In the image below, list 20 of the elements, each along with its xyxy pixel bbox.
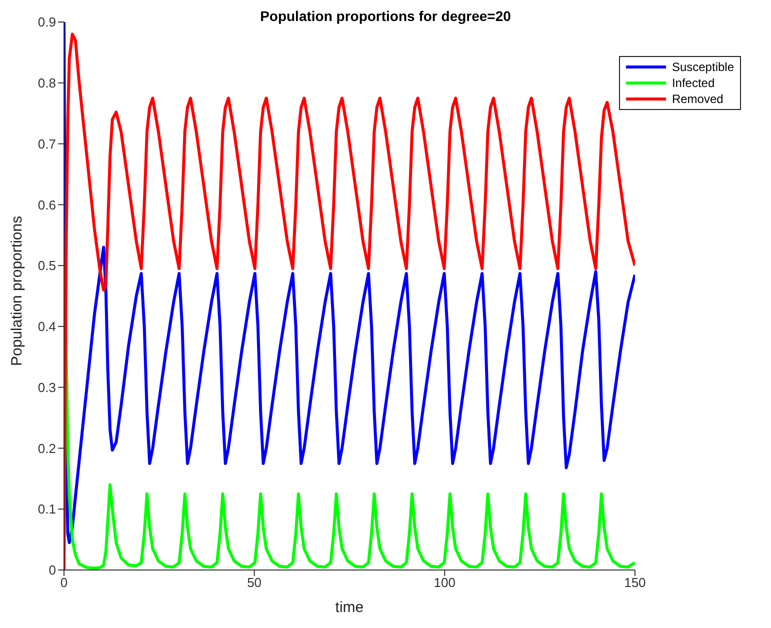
x-axis-title: time — [335, 599, 364, 616]
legend-label: Susceptible — [672, 59, 734, 75]
y-tick-label: 0.1 — [38, 502, 56, 517]
y-axis-title: Population proportions — [8, 216, 26, 366]
x-tick-label: 100 — [434, 575, 456, 590]
y-tick-label: 0.3 — [38, 380, 56, 395]
y-tick-label: 0 — [48, 562, 56, 578]
x-tick-label: 0 — [60, 575, 68, 590]
legend-label: Infected — [672, 75, 715, 91]
x-tick-label: 150 — [624, 575, 646, 590]
y-tick-label: 0.8 — [38, 76, 56, 91]
y-tick-label: 0.7 — [38, 136, 56, 152]
y-tick-label: 0.6 — [38, 197, 56, 212]
y-tick-label: 0.9 — [38, 14, 56, 30]
y-tick-label: 0.5 — [38, 258, 56, 274]
y-tick-label: 0.2 — [38, 440, 56, 456]
x-tick-label: 50 — [247, 575, 262, 590]
legend-label: Removed — [672, 91, 724, 107]
y-tick-label: 0.4 — [38, 319, 56, 334]
chart-title: Population proportions for degree=20 — [260, 8, 511, 24]
